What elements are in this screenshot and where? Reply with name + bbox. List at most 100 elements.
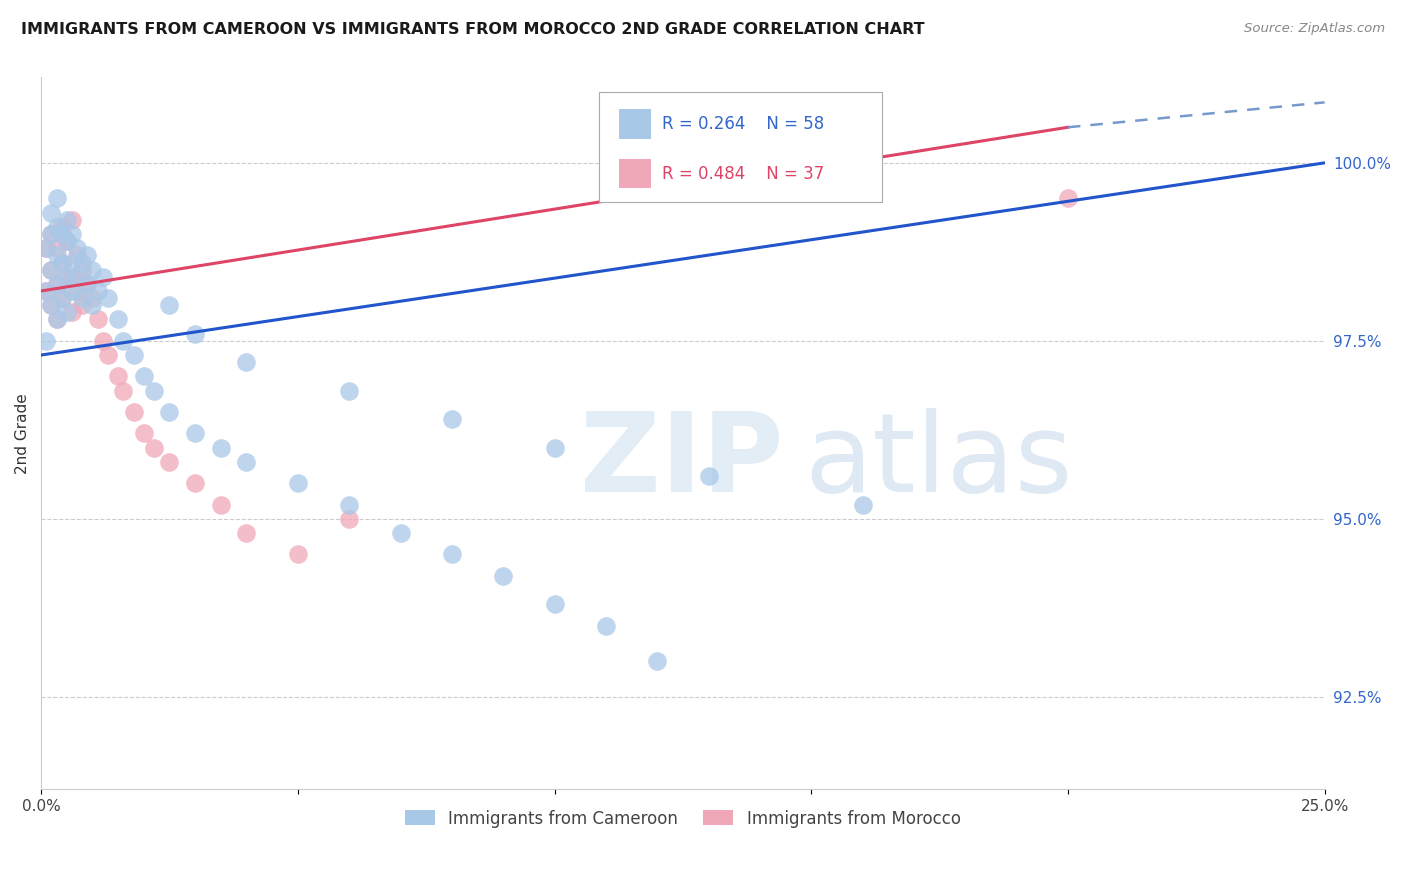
Point: [287, 547, 309, 561]
Point: [82, 262, 104, 277]
Point: [91, 269, 114, 284]
Point: [852, 498, 875, 512]
Point: [107, 369, 129, 384]
Point: [235, 526, 257, 541]
Point: [41, 262, 63, 277]
Point: [337, 384, 360, 398]
Point: [645, 654, 668, 668]
Point: [184, 426, 207, 441]
FancyBboxPatch shape: [619, 159, 651, 188]
Point: [55, 234, 77, 248]
Point: [209, 498, 232, 512]
Point: [35, 284, 58, 298]
Point: [45, 241, 67, 255]
Point: [60, 269, 83, 284]
Point: [107, 312, 129, 326]
Point: [60, 227, 83, 241]
Point: [132, 369, 155, 384]
Point: [45, 277, 67, 291]
Point: [184, 326, 207, 341]
Point: [209, 441, 232, 455]
Point: [51, 219, 73, 234]
Point: [337, 498, 360, 512]
Point: [35, 334, 58, 348]
Text: ZIP: ZIP: [581, 409, 783, 516]
Point: [66, 284, 89, 298]
Point: [55, 269, 77, 284]
Text: atlas: atlas: [804, 409, 1073, 516]
Point: [97, 348, 120, 362]
Legend: Immigrants from Cameroon, Immigrants from Morocco: Immigrants from Cameroon, Immigrants fro…: [398, 803, 967, 834]
Point: [51, 255, 73, 269]
Point: [55, 305, 77, 319]
Point: [45, 191, 67, 205]
Point: [122, 348, 145, 362]
Point: [143, 384, 166, 398]
Point: [41, 298, 63, 312]
Point: [97, 291, 120, 305]
Point: [60, 284, 83, 298]
Text: R = 0.264    N = 58: R = 0.264 N = 58: [662, 115, 824, 133]
Point: [143, 441, 166, 455]
Point: [51, 291, 73, 305]
Point: [70, 291, 93, 305]
Point: [184, 476, 207, 491]
Point: [55, 212, 77, 227]
Point: [35, 284, 58, 298]
Point: [337, 512, 360, 526]
Point: [112, 334, 135, 348]
Point: [41, 298, 63, 312]
FancyBboxPatch shape: [619, 109, 651, 138]
Point: [287, 476, 309, 491]
Point: [159, 455, 181, 469]
Point: [235, 455, 257, 469]
Point: [1057, 191, 1080, 205]
Text: IMMIGRANTS FROM CAMEROON VS IMMIGRANTS FROM MOROCCO 2ND GRADE CORRELATION CHART: IMMIGRANTS FROM CAMEROON VS IMMIGRANTS F…: [21, 22, 925, 37]
Point: [697, 469, 720, 483]
Point: [70, 262, 93, 277]
Point: [70, 298, 93, 312]
Point: [76, 277, 98, 291]
Point: [41, 227, 63, 241]
Point: [132, 426, 155, 441]
Point: [91, 334, 114, 348]
Point: [86, 284, 108, 298]
Point: [55, 269, 77, 284]
Point: [492, 568, 515, 582]
Y-axis label: 2nd Grade: 2nd Grade: [15, 393, 30, 474]
Point: [51, 291, 73, 305]
Point: [66, 241, 89, 255]
Point: [45, 248, 67, 262]
Point: [389, 526, 412, 541]
Text: Source: ZipAtlas.com: Source: ZipAtlas.com: [1244, 22, 1385, 36]
Point: [440, 547, 463, 561]
Point: [45, 312, 67, 326]
Point: [41, 262, 63, 277]
Point: [45, 219, 67, 234]
Point: [51, 255, 73, 269]
Point: [35, 241, 58, 255]
Point: [41, 227, 63, 241]
Point: [122, 405, 145, 419]
Point: [159, 405, 181, 419]
Point: [55, 234, 77, 248]
Point: [41, 205, 63, 219]
Point: [70, 255, 93, 269]
Point: [60, 212, 83, 227]
Point: [543, 441, 565, 455]
Point: [60, 305, 83, 319]
Point: [86, 312, 108, 326]
Point: [51, 227, 73, 241]
FancyBboxPatch shape: [599, 92, 882, 202]
Point: [60, 255, 83, 269]
Text: R = 0.484    N = 37: R = 0.484 N = 37: [662, 164, 824, 183]
Point: [440, 412, 463, 426]
Point: [112, 384, 135, 398]
Point: [76, 277, 98, 291]
Point: [595, 618, 617, 632]
Point: [543, 597, 565, 611]
Point: [35, 241, 58, 255]
Point: [82, 291, 104, 305]
Point: [66, 269, 89, 284]
Point: [66, 248, 89, 262]
